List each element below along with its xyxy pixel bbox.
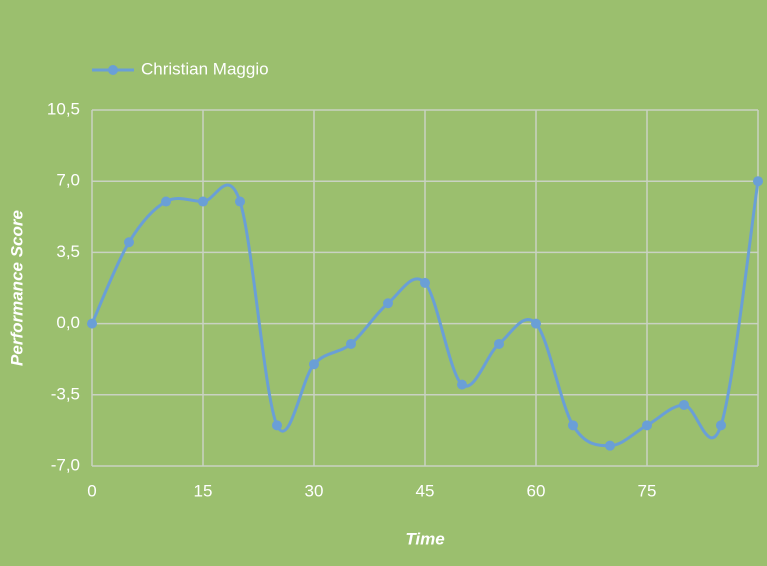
x-tick-label: 30: [305, 481, 324, 500]
x-axis-label: Time: [405, 529, 444, 548]
point: [383, 298, 393, 309]
legend-marker: [108, 65, 118, 75]
point: [568, 420, 578, 431]
point: [235, 196, 245, 207]
point: [272, 420, 282, 431]
y-tick-label: 7,0: [56, 171, 80, 190]
point: [161, 196, 171, 207]
point: [309, 359, 319, 370]
x-tick-label: 75: [638, 481, 657, 500]
point: [679, 399, 689, 410]
point: [753, 176, 763, 187]
point: [346, 338, 356, 349]
point: [87, 318, 97, 329]
point: [531, 318, 541, 329]
y-axis-label: Performance Score: [7, 210, 26, 366]
y-tick-label: -7,0: [51, 455, 80, 474]
x-tick-label: 45: [416, 481, 435, 500]
point: [642, 420, 652, 431]
point: [124, 237, 134, 248]
point: [420, 277, 430, 288]
legend-label: Christian Maggio: [141, 59, 269, 78]
y-tick-label: 3,5: [56, 242, 80, 261]
x-tick-label: 15: [194, 481, 213, 500]
y-tick-label: 10,5: [47, 99, 80, 118]
point: [494, 338, 504, 349]
point: [605, 440, 615, 451]
y-tick-label: 0,0: [56, 313, 80, 332]
x-tick-label: 0: [87, 481, 96, 500]
point: [198, 196, 208, 207]
point: [716, 420, 726, 431]
x-tick-label: 60: [527, 481, 546, 500]
y-tick-label: -3,5: [51, 384, 80, 403]
point: [457, 379, 467, 390]
